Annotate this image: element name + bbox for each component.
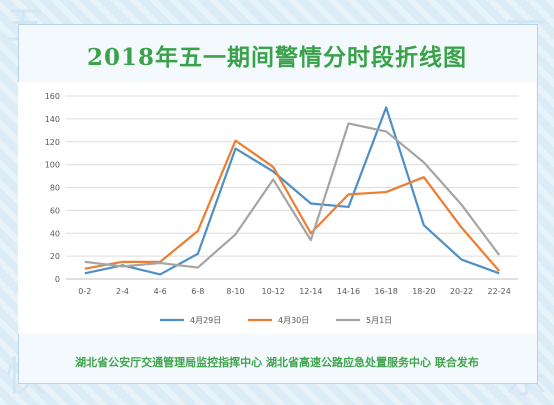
y-tick-label: 160 <box>45 92 60 101</box>
x-tick-label: 8-10 <box>226 287 244 296</box>
chart-area: 0 20 40 60 80 100 120 140 160 0-2 2-4 4-6 6-8 8-10 10-… <box>18 82 536 334</box>
y-tick-label: 100 <box>45 161 60 170</box>
x-tick-label: 22-24 <box>488 287 511 296</box>
y-tick-label: 120 <box>45 138 60 147</box>
chart-title: 2018年五一期间警情分时段折线图 <box>86 44 467 71</box>
x-tick-label: 4-6 <box>154 287 167 296</box>
x-tick-label: 2-4 <box>116 287 129 296</box>
x-tick-label: 0-2 <box>78 287 91 296</box>
series-line-0 <box>84 106 500 276</box>
x-tick-label: 12-14 <box>299 287 322 296</box>
line-chart: 0 20 40 60 80 100 120 140 160 0-2 2-4 4-6 6-8 8-10 10-… <box>45 92 518 325</box>
series-line-1 <box>84 139 500 272</box>
y-tick-label: 80 <box>50 184 60 193</box>
x-tick-label: 14-16 <box>337 287 360 296</box>
legend-label: 4月30日 <box>278 316 309 325</box>
y-tick-label: 20 <box>50 252 60 261</box>
x-tick-label: 10-12 <box>262 287 285 296</box>
publisher-footer: 湖北省公安厅交通管理局监控指挥中心 湖北省高速公路应急处置服务中心 联合发布 <box>75 356 479 369</box>
y-tick-label: 40 <box>50 229 60 238</box>
x-tick-label: 16-18 <box>375 287 398 296</box>
x-tick-label: 18-20 <box>412 287 435 296</box>
x-tick-label: 20-22 <box>450 287 473 296</box>
legend-label: 5月1日 <box>366 316 392 325</box>
y-tick-label: 0 <box>55 275 60 284</box>
y-tick-label: 140 <box>45 115 60 124</box>
legend-label: 4月29日 <box>190 316 221 325</box>
x-tick-label: 6-8 <box>191 287 204 296</box>
series-line-2 <box>84 122 501 269</box>
y-tick-label: 60 <box>50 206 60 215</box>
